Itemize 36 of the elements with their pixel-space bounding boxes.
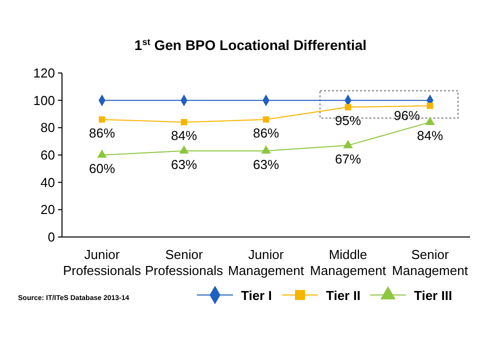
y-tick-label: 120 [33, 66, 55, 80]
data-label: 86% [252, 125, 280, 140]
y-tick-label: 60 [40, 148, 55, 162]
legend-label: Tier II [326, 288, 360, 303]
x-tick-label: Senior Professionals [144, 247, 224, 278]
chart-title: 1$^{st}$ Gen BPO Locational Differential [134, 37, 367, 53]
x-tick-label: Junior Management [228, 247, 304, 278]
legend-label: Tier I [241, 288, 272, 303]
data-label: 96% [394, 108, 420, 123]
data-label: 60% [88, 161, 116, 176]
data-label: 63% [170, 156, 198, 172]
y-tick-label: 100 [33, 92, 55, 108]
point [97, 149, 107, 158]
data-label: 84% [170, 128, 198, 144]
y-tick-label: 0 [48, 230, 55, 244]
y-tick-label: 40 [40, 174, 55, 190]
x-tick-label: Middle Management [310, 247, 386, 278]
data-label: 95% [334, 113, 362, 128]
data-label: 84% [416, 128, 444, 144]
point [344, 104, 352, 110]
point [425, 116, 435, 125]
point [262, 116, 270, 123]
point [426, 102, 434, 109]
point [343, 140, 353, 148]
x-tick-label: Senior Management [392, 247, 468, 278]
data-label: 86% [88, 125, 116, 140]
point [179, 145, 189, 154]
point [180, 119, 188, 126]
legend-label: Tier III [414, 288, 452, 303]
point [98, 116, 106, 123]
y-tick-label: 20 [40, 202, 55, 218]
point [261, 145, 271, 154]
x-tick-label: Junior Professionals [62, 247, 142, 278]
data-label: 63% [252, 156, 280, 172]
y-tick-label: 80 [40, 120, 55, 136]
data-label: 67% [334, 151, 362, 166]
